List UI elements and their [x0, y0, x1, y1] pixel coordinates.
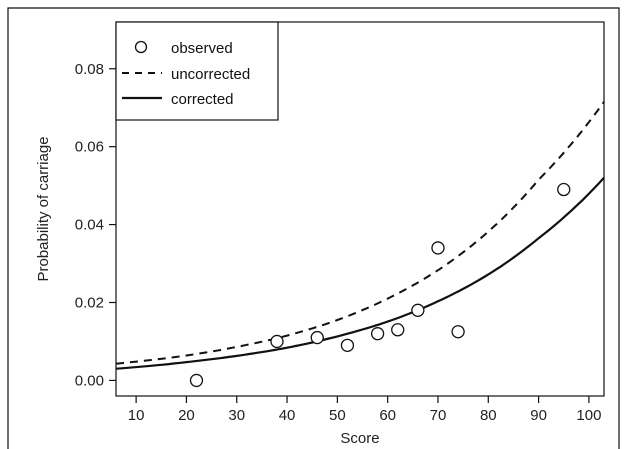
observed-point — [411, 303, 425, 317]
legend-corrected-label: corrected — [171, 91, 234, 108]
x-axis-title: Score — [340, 430, 379, 447]
legend-uncorrected-label: uncorrected — [171, 66, 250, 83]
legend-box — [115, 21, 279, 121]
y-tick-label: 0.08 — [75, 61, 104, 78]
observed-point — [310, 330, 324, 345]
x-tick-label: 50 — [329, 407, 346, 424]
point-layer — [189, 182, 571, 388]
observed-point — [431, 241, 445, 255]
figure-frame — [7, 7, 620, 449]
x-tick-label: 90 — [530, 407, 547, 424]
corrected-curve — [115, 177, 605, 370]
x-tick-label: 20 — [178, 407, 195, 424]
legend-observed-label: observed — [171, 40, 233, 57]
y-tick-label: 0.00 — [75, 372, 104, 389]
legend-observed-marker — [134, 40, 148, 54]
y-tick-label: 0.02 — [75, 295, 104, 312]
x-tick-label: 40 — [279, 407, 296, 424]
observed-point — [557, 182, 571, 197]
observed-point — [340, 338, 355, 353]
x-tick-label: 100 — [576, 407, 601, 424]
plot-area-border — [115, 21, 605, 397]
y-axis-title: Probability of carriage — [35, 136, 52, 281]
x-tick-label: 70 — [430, 407, 447, 424]
uncorrected-curve — [115, 101, 605, 365]
observed-point — [370, 327, 385, 341]
y-tick-label: 0.04 — [75, 217, 104, 234]
line-layer — [115, 101, 605, 370]
x-tick-label: 80 — [480, 407, 497, 424]
axis-layer: 10 20 30 40 50 60 70 80 90 100 0.00 0.02 0.04 0.06 0.0… — [75, 61, 602, 424]
x-tick-label: 10 — [128, 407, 145, 424]
observed-point — [189, 373, 204, 388]
observed-point — [391, 323, 405, 337]
observed-point — [270, 334, 284, 349]
observed-point — [451, 325, 465, 339]
legend: observed uncorrected corrected — [115, 21, 279, 121]
y-tick-label: 0.06 — [75, 139, 104, 156]
x-tick-label: 60 — [379, 407, 396, 424]
x-tick-label: 30 — [228, 407, 245, 424]
